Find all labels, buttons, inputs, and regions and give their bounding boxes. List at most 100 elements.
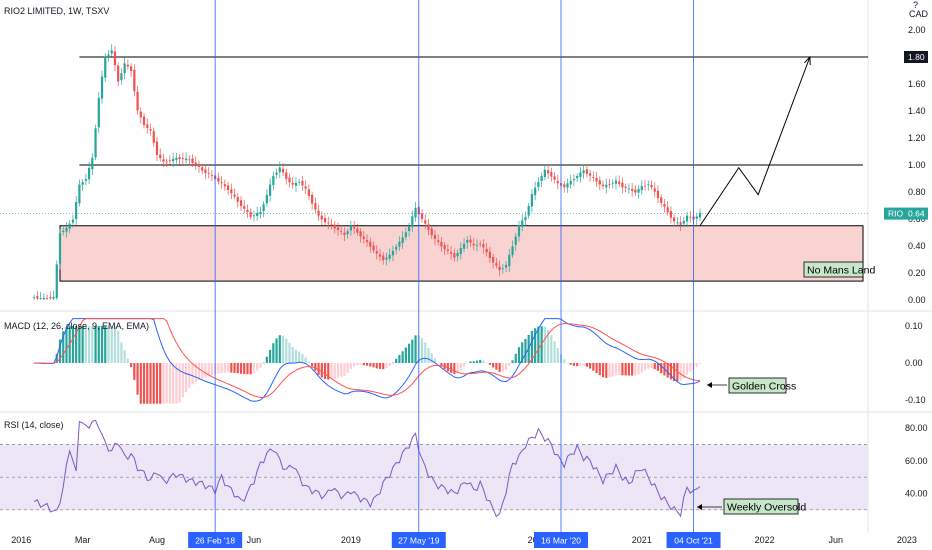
macd-bar bbox=[269, 349, 272, 363]
macd-bar bbox=[698, 363, 702, 364]
macd-bar bbox=[62, 331, 65, 363]
macd-bar bbox=[524, 338, 527, 363]
macd-bar bbox=[149, 363, 152, 404]
rsi-line bbox=[33, 419, 701, 518]
macd-bar bbox=[288, 342, 291, 363]
macd-bar bbox=[462, 363, 466, 367]
currency-label[interactable]: CAD bbox=[909, 9, 929, 19]
candle-body bbox=[433, 234, 437, 240]
candle-body bbox=[540, 175, 543, 182]
candle-body bbox=[191, 158, 194, 164]
candle-body bbox=[252, 215, 256, 217]
macd-bar bbox=[311, 363, 314, 367]
macd-axis[interactable]: 0.10 0.00 -0.10 bbox=[905, 321, 926, 405]
macd-bar bbox=[146, 363, 149, 404]
macd-bar bbox=[566, 362, 569, 364]
macd-bar bbox=[469, 361, 472, 363]
macd-bar bbox=[188, 363, 191, 388]
macd-bar bbox=[521, 342, 524, 363]
candle-body bbox=[666, 207, 669, 213]
macd-bar bbox=[71, 326, 75, 363]
candle-body bbox=[120, 73, 123, 81]
time-tick-label: 2019 bbox=[341, 535, 361, 545]
candle-body bbox=[52, 296, 55, 299]
rsi-pane[interactable] bbox=[0, 419, 868, 518]
candle-body bbox=[427, 224, 430, 230]
macd-bar bbox=[55, 353, 58, 363]
candle-body bbox=[430, 228, 433, 236]
candle-body bbox=[411, 216, 414, 227]
candle-body bbox=[365, 240, 369, 243]
price-tick-label: 1.40 bbox=[908, 106, 926, 116]
weekly-oversold-note[interactable]: Weekly Oversold bbox=[697, 498, 806, 515]
macd-pane[interactable] bbox=[33, 318, 702, 404]
candle-body bbox=[356, 228, 359, 233]
candle-body bbox=[550, 171, 553, 177]
macd-bar bbox=[634, 363, 637, 376]
time-axis[interactable]: 2016MarAug20Jun2019202Jun2021Jun2022Jun2… bbox=[11, 535, 917, 545]
macd-bar bbox=[259, 363, 262, 368]
candle-body bbox=[479, 243, 482, 245]
macd-bar bbox=[689, 363, 692, 372]
macd-bar bbox=[204, 363, 207, 378]
candle-body bbox=[453, 253, 456, 258]
candle-body bbox=[685, 215, 689, 222]
macd-bar bbox=[230, 363, 233, 373]
candle-body bbox=[117, 65, 120, 82]
candle-body bbox=[647, 184, 650, 186]
price-axis[interactable]: 2.001.801.601.401.201.000.800.600.400.20… bbox=[908, 25, 926, 305]
rsi-axis[interactable]: 80.00 60.00 40.00 bbox=[905, 423, 928, 498]
candle-body bbox=[466, 239, 469, 243]
candle-body bbox=[514, 236, 517, 245]
candle-body bbox=[472, 243, 475, 246]
macd-bar bbox=[314, 363, 317, 371]
last-price-tag[interactable]: RIO 0.64 bbox=[884, 207, 928, 220]
candle-body bbox=[285, 172, 288, 179]
forecast-path[interactable] bbox=[699, 56, 811, 227]
macd-bar bbox=[281, 335, 285, 363]
candle-body bbox=[504, 264, 508, 268]
candle-body bbox=[446, 249, 449, 251]
macd-bar bbox=[123, 350, 126, 363]
date-marker-tag-text: 26 Feb '18 bbox=[195, 536, 235, 546]
level-price-tag[interactable]: 1.80 bbox=[904, 51, 928, 63]
macd-bar bbox=[605, 363, 608, 378]
macd-bar bbox=[572, 363, 576, 366]
forecast-arrowhead bbox=[804, 55, 811, 66]
macd-bar bbox=[340, 363, 343, 377]
macd-bar bbox=[365, 363, 369, 366]
candle-body bbox=[304, 186, 307, 189]
candle-body bbox=[168, 160, 171, 162]
candle-body bbox=[353, 226, 356, 229]
candle-body bbox=[362, 236, 365, 239]
macd-bar bbox=[294, 349, 298, 363]
candle-body bbox=[595, 177, 598, 182]
candle-body bbox=[230, 189, 233, 194]
candle-body bbox=[223, 184, 226, 187]
candle-body bbox=[611, 182, 614, 184]
candle-body bbox=[391, 250, 395, 256]
rsi-tick-label: 40.00 bbox=[905, 489, 928, 499]
date-marker-tag-text: 27 May '19 bbox=[398, 536, 440, 546]
golden-cross-note[interactable]: Golden Cross bbox=[707, 377, 796, 394]
macd-bar bbox=[395, 358, 398, 363]
candle-body bbox=[94, 128, 97, 158]
symbol-title: RIO2 LIMITED, 1W, TSXV bbox=[4, 6, 109, 16]
price-tick-label: 0.20 bbox=[908, 268, 926, 278]
candle-body bbox=[401, 237, 404, 243]
candle-body bbox=[621, 182, 624, 188]
macd-bar bbox=[285, 338, 288, 363]
candle-body bbox=[317, 210, 320, 216]
macd-bar bbox=[640, 363, 643, 373]
candle-body bbox=[42, 297, 45, 300]
macd-bar bbox=[631, 363, 634, 376]
no-mans-land-note[interactable]: No Mans Land bbox=[803, 261, 875, 278]
macd-bar bbox=[650, 363, 653, 369]
macd-bar bbox=[110, 326, 113, 363]
price-tick-label: 1.60 bbox=[908, 79, 926, 89]
candle-body bbox=[301, 180, 304, 186]
price-pane[interactable] bbox=[0, 44, 868, 300]
macd-bar bbox=[159, 363, 162, 404]
macd-bar bbox=[685, 363, 689, 375]
